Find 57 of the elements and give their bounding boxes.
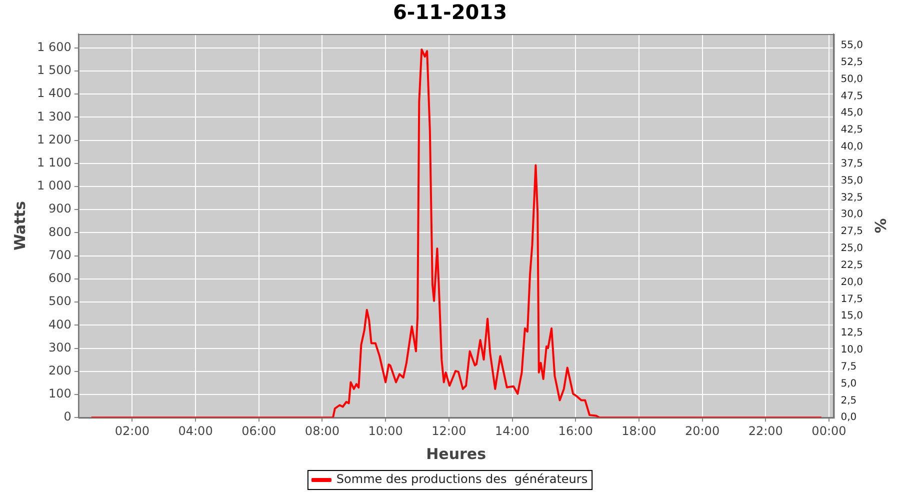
y2-tick-label: 45,0 [840, 108, 863, 119]
y2-tick-label: 27,5 [840, 226, 863, 238]
y2-tick-label: 50,0 [840, 74, 863, 85]
x-tick-label: 18:00 [622, 424, 656, 438]
y2-tick-label: 32,5 [840, 192, 863, 204]
y-tick-label: 800 [48, 224, 72, 239]
y2-tick-label: 2,5 [840, 395, 857, 406]
legend-label: Somme des productions des générateurs [336, 472, 588, 486]
y2-tick-label: 55,0 [840, 40, 863, 52]
y-axis-title: Watts [10, 201, 29, 251]
x-tick-label: 20:00 [685, 424, 720, 438]
y-tick-label: 0 [64, 410, 72, 424]
y-tick-label: 1 400 [36, 86, 72, 100]
x-tick-label: 10:00 [368, 424, 403, 438]
y2-axis-title: % [871, 218, 890, 234]
y2-tick-label: 15,0 [840, 310, 863, 322]
x-axis-title: Heures [426, 444, 486, 463]
y2-tick-label: 20,0 [840, 276, 863, 288]
x-tick-label: 22:00 [748, 424, 783, 438]
y-tick-label: 1 200 [36, 132, 72, 146]
y2-tick-label: 40,0 [840, 142, 863, 153]
x-tick-label: 16:00 [558, 424, 593, 438]
chart-title: 6-11-2013 [392, 0, 508, 24]
y-tick-label: 400 [48, 317, 72, 332]
y-tick-label: 500 [48, 294, 72, 308]
y2-tick-label: 22,5 [840, 260, 863, 271]
x-tick-label: 08:00 [304, 424, 340, 438]
x-tick-label: 04:00 [178, 424, 213, 438]
y2-tick-label: 37,5 [840, 158, 863, 170]
y-tick-label: 200 [48, 364, 72, 378]
y2-tick-label: 10,0 [840, 344, 863, 356]
y2-tick-label: 17,5 [840, 294, 863, 305]
x-tick-label: 14:00 [494, 424, 530, 438]
y2-tick-label: 30,0 [840, 209, 863, 220]
x-tick-label: 06:00 [242, 424, 276, 438]
y2-tick-label: 12,5 [840, 328, 863, 339]
y-tick-label: 100 [48, 386, 72, 401]
x-tick-label: 02:00 [114, 424, 150, 438]
y2-tick-label: 25,0 [840, 243, 863, 254]
y2-tick-label: 7,5 [840, 361, 857, 372]
y-tick-label: 700 [48, 248, 72, 262]
y2-tick-label: 47,5 [840, 90, 863, 102]
x-tick-label: 00:00 [812, 424, 846, 438]
y2-tick-label: 52,5 [840, 57, 863, 68]
y-tick-label: 900 [48, 202, 72, 216]
y-tick-label: 600 [48, 271, 72, 286]
y-tick-label: 1 300 [36, 109, 72, 124]
y2-tick-label: 5,0 [840, 378, 857, 390]
y-tick-label: 1 100 [36, 156, 72, 170]
y-tick-label: 1 500 [36, 63, 72, 78]
y2-tick-label: 35,0 [840, 175, 863, 186]
x-tick-label: 12:00 [432, 424, 466, 438]
y-tick-label: 1 000 [36, 178, 72, 193]
y-tick-label: 300 [48, 340, 72, 354]
y2-tick-label: 42,5 [840, 124, 863, 136]
y-tick-label: 1 600 [36, 40, 72, 54]
y2-tick-label: 0,0 [840, 412, 857, 424]
